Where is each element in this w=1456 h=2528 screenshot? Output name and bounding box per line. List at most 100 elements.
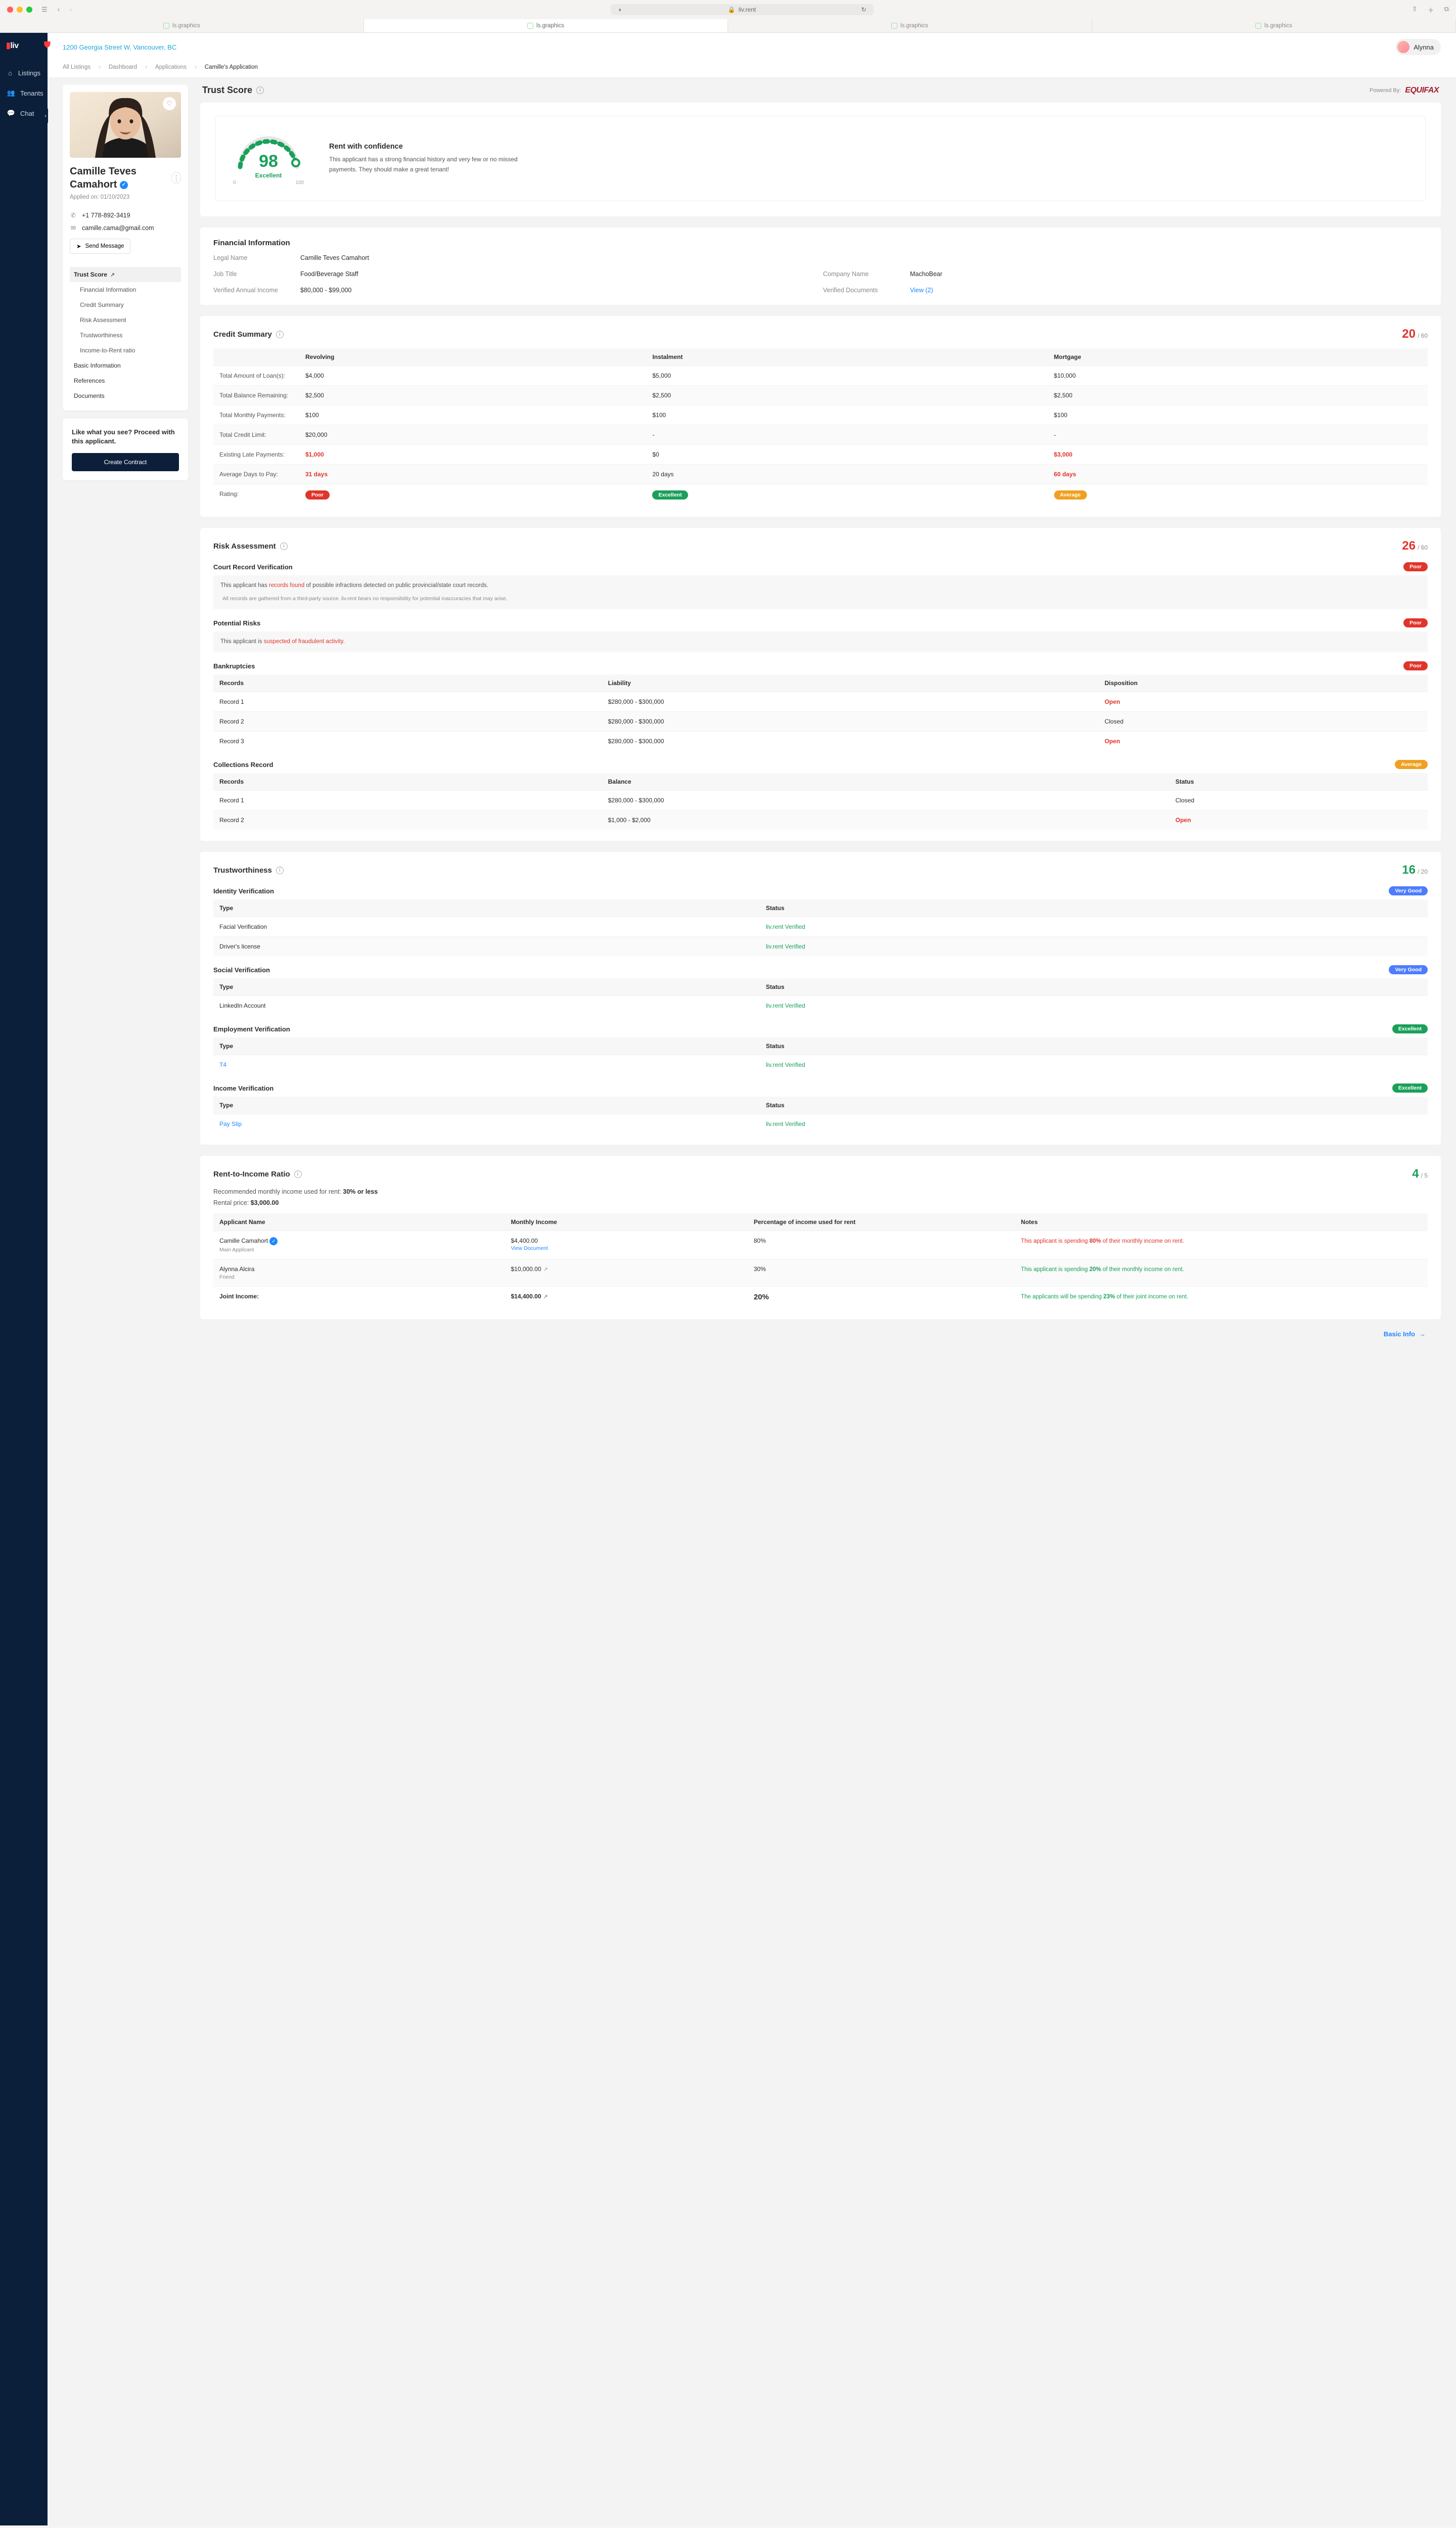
section-score-denom: / 20 (1418, 868, 1428, 875)
subsection-title: Collections Record (213, 761, 273, 769)
toc: Trust Score ↗ Financial Information Cred… (70, 267, 181, 403)
toc-income[interactable]: Income-to-Rent ratio (70, 343, 181, 358)
info-icon[interactable]: i (276, 867, 284, 874)
basic-info-link[interactable]: Basic Info → (1384, 1330, 1426, 1338)
sidebar-item-listings[interactable]: ⌂ Listings (0, 63, 48, 83)
tab-label: ls.graphics (1264, 23, 1292, 29)
toc-financial[interactable]: Financial Information (70, 282, 181, 297)
user-name: Alynna (1414, 43, 1434, 51)
lock-icon: 🔒 (728, 6, 736, 13)
section-title: Trustworthiness (213, 866, 272, 875)
applied-on: Applied on: 01/10/2023 (70, 194, 181, 200)
proceed-card: Like what you see? Proceed with this app… (63, 419, 188, 480)
crumb-all-listings[interactable]: All Listings (63, 64, 90, 70)
score-copy-title: Rent with confidence (329, 143, 541, 151)
doc-link[interactable]: Pay Slip (213, 1114, 760, 1134)
tabs: ls.graphics ls.graphics ls.graphics ls.g… (0, 19, 1456, 32)
verification-table: TypeStatusT4liv.rent Verified (213, 1037, 1428, 1074)
logo[interactable]: ▮liv (6, 40, 19, 51)
kv-val: $80,000 - $99,000 (300, 287, 818, 294)
subsection-title: Court Record Verification (213, 563, 293, 571)
window-controls[interactable] (7, 7, 32, 13)
credit-table: RevolvingInstalmentMortgageTotal Amount … (213, 348, 1428, 506)
favorite-button[interactable]: ♡ (163, 97, 176, 110)
tab-label: ls.graphics (172, 23, 200, 29)
subsection-title: Bankruptcies (213, 662, 255, 670)
section-score: 16 (1402, 863, 1416, 877)
toc-credit[interactable]: Credit Summary (70, 297, 181, 312)
refresh-icon[interactable]: ↻ (861, 6, 867, 13)
verification-table: TypeStatusPay Slipliv.rent Verified (213, 1097, 1428, 1134)
section-score-denom: / 60 (1418, 544, 1428, 551)
user-menu[interactable]: Alynna (1395, 39, 1441, 55)
status-badge: Poor (1403, 562, 1428, 571)
send-message-button[interactable]: ➤ Send Message (70, 239, 130, 254)
sidebar-item-chat[interactable]: 💬 Chat (0, 103, 48, 123)
toc-basic[interactable]: Basic Information (70, 358, 181, 373)
proceed-text: Like what you see? Proceed with this app… (72, 428, 179, 446)
info-icon[interactable]: i (294, 1170, 302, 1178)
doc-link[interactable]: T4 (213, 1055, 760, 1075)
chat-icon: 💬 (7, 109, 15, 117)
info-icon[interactable]: i (256, 86, 264, 94)
crumb-current: Camille's Application (205, 64, 258, 70)
toc-risk[interactable]: Risk Assessment (70, 312, 181, 328)
status-badge: Very Good (1389, 886, 1428, 895)
kv-key: Verified Annual Income (213, 287, 295, 294)
financial-info-section: Financial Information Legal Name Camille… (200, 228, 1441, 305)
status-badge: Poor (1403, 618, 1428, 627)
new-tab-icon[interactable]: ＋ (1428, 5, 1434, 15)
section-title: Financial Information (213, 239, 290, 247)
external-link-icon: ↗ (110, 272, 115, 278)
kv-key: Verified Documents (823, 287, 905, 294)
tab-3[interactable]: ls.graphics (1092, 19, 1456, 32)
section-title: Credit Summary (213, 330, 272, 339)
external-link-icon[interactable]: ↗ (543, 1266, 548, 1273)
info-icon[interactable]: i (280, 543, 288, 550)
toc-references[interactable]: References (70, 373, 181, 388)
home-icon: ⌂ (7, 69, 13, 77)
sidebar-icon[interactable]: ☰ (41, 6, 48, 14)
back-icon[interactable]: ‹ (58, 6, 60, 14)
email: camille.cama@gmail.com (82, 224, 154, 232)
address-bar[interactable]: ◑ 🔒 liv.rent ↻ (611, 4, 874, 15)
browser-chrome: ☰ ‹ › ◑ 🔒 liv.rent ↻ ⇧ ＋ ⧉ ls.graphics l… (0, 0, 1456, 33)
share-icon[interactable]: ⇧ (1412, 5, 1418, 15)
topbar: 1200 Georgia Street W, Vancouver, BC Aly… (48, 33, 1456, 78)
more-button[interactable]: ⋮ (171, 172, 181, 184)
external-link-icon[interactable]: ↗ (543, 1293, 548, 1300)
email-icon: ✉ (70, 224, 77, 232)
gauge-min: 0 (233, 180, 236, 186)
toc-documents[interactable]: Documents (70, 388, 181, 403)
subsection-title: Employment Verification (213, 1025, 290, 1033)
section-score: 4 (1412, 1167, 1419, 1181)
toc-trust-score[interactable]: Trust Score ↗ (70, 267, 181, 282)
view-docs-link[interactable]: View (2) (910, 287, 1428, 294)
view-document-link[interactable]: View Document (511, 1245, 548, 1251)
tabs-icon[interactable]: ⧉ (1444, 5, 1449, 15)
kv-key: Job Title (213, 270, 295, 278)
section-score: 20 (1402, 327, 1416, 341)
avatar (1397, 41, 1409, 53)
status-badge: Poor (1403, 661, 1428, 670)
sidebar-item-tenants[interactable]: 👥 Tenants (0, 83, 48, 103)
info-icon[interactable]: i (276, 331, 284, 338)
tab-2[interactable]: ls.graphics (728, 19, 1092, 32)
kv-val: MachoBear (910, 270, 1428, 278)
tab-0[interactable]: ls.graphics (0, 19, 364, 32)
listing-address-link[interactable]: 1200 Georgia Street W, Vancouver, BC (63, 43, 176, 51)
kv-key: Company Name (823, 270, 905, 278)
sidebar-item-label: Tenants (20, 89, 43, 97)
collapse-sidebar-icon[interactable]: ‹ (43, 109, 48, 123)
phone: +1 778-892-3419 (82, 212, 130, 219)
tab-1[interactable]: ls.graphics (364, 19, 728, 32)
equifax-logo: EQUIFAX (1405, 86, 1439, 95)
section-title: Rent-to-Income Ratio (213, 1170, 290, 1179)
crumb-dashboard[interactable]: Dashboard (109, 64, 137, 70)
create-contract-button[interactable]: Create Contract (72, 453, 179, 471)
forward-icon[interactable]: › (70, 6, 72, 14)
toc-trustworthiness[interactable]: Trustworthiness (70, 328, 181, 343)
crumb-applications[interactable]: Applications (155, 64, 187, 70)
send-icon: ➤ (76, 243, 81, 250)
sidebar-item-label: Listings (18, 69, 40, 77)
